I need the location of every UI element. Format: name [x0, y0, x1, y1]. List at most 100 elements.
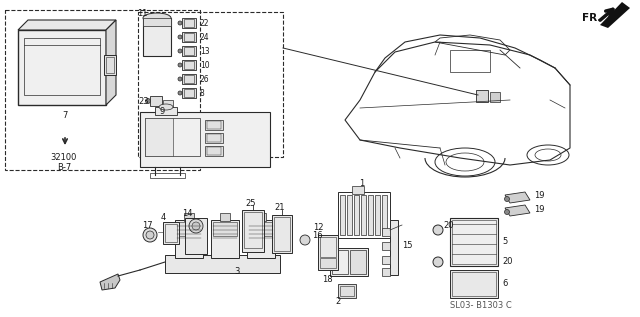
Text: 9: 9 — [159, 107, 164, 117]
Text: 20: 20 — [502, 257, 513, 267]
Text: 19: 19 — [534, 191, 545, 200]
Bar — [106, 57, 114, 73]
Ellipse shape — [189, 219, 203, 233]
Bar — [382, 256, 390, 264]
Bar — [338, 284, 356, 298]
Bar — [330, 248, 368, 276]
Bar — [450, 50, 490, 72]
Polygon shape — [600, 2, 630, 28]
Text: 8: 8 — [200, 88, 205, 98]
Text: 17: 17 — [142, 221, 152, 230]
Bar — [207, 121, 221, 129]
Bar — [184, 213, 194, 221]
Polygon shape — [505, 205, 530, 216]
Bar — [18, 30, 106, 105]
Text: 1: 1 — [360, 178, 365, 187]
Text: 21: 21 — [275, 204, 285, 212]
Bar — [163, 100, 173, 108]
Ellipse shape — [178, 35, 182, 39]
Bar — [354, 195, 359, 235]
Ellipse shape — [178, 49, 182, 53]
Bar — [452, 220, 496, 264]
Bar — [165, 224, 177, 242]
Polygon shape — [106, 20, 116, 105]
Bar — [182, 74, 196, 84]
Bar — [382, 228, 390, 236]
Bar — [211, 220, 239, 258]
Bar — [24, 38, 100, 95]
Text: 19: 19 — [534, 205, 545, 215]
Bar — [249, 222, 273, 236]
Text: 15: 15 — [402, 241, 413, 249]
Bar — [375, 195, 380, 235]
Bar — [247, 220, 275, 258]
Text: 11: 11 — [137, 9, 147, 17]
Polygon shape — [100, 274, 120, 290]
Bar — [5, 10, 200, 170]
Bar — [165, 255, 280, 273]
Bar — [347, 195, 352, 235]
Bar — [143, 18, 171, 26]
Bar — [256, 213, 266, 221]
Bar — [205, 146, 223, 156]
Bar — [450, 270, 498, 298]
Bar — [320, 258, 336, 268]
Bar — [318, 235, 338, 270]
Bar — [450, 218, 498, 266]
Bar — [150, 173, 185, 178]
Text: 23: 23 — [138, 96, 148, 106]
Text: 10: 10 — [200, 61, 210, 69]
Ellipse shape — [433, 225, 443, 235]
Bar — [340, 195, 345, 235]
Bar — [340, 286, 354, 296]
Text: 2: 2 — [335, 297, 340, 307]
Bar — [150, 96, 162, 106]
Bar — [490, 92, 500, 102]
Bar — [145, 118, 173, 156]
Text: 20: 20 — [443, 221, 454, 230]
Ellipse shape — [145, 99, 150, 103]
Bar — [184, 19, 194, 27]
Bar — [185, 218, 207, 254]
Bar — [182, 18, 196, 28]
Text: 22: 22 — [200, 18, 209, 28]
Bar — [352, 186, 364, 194]
Bar — [182, 32, 196, 42]
Text: 25: 25 — [246, 199, 256, 209]
Bar — [361, 195, 366, 235]
Bar — [184, 89, 194, 97]
Text: 3: 3 — [234, 268, 239, 276]
Text: 14: 14 — [182, 209, 192, 217]
Bar — [138, 12, 283, 157]
Bar — [390, 220, 398, 275]
Bar — [452, 272, 496, 296]
Bar — [104, 55, 116, 75]
Text: 5: 5 — [502, 237, 508, 247]
Bar — [184, 75, 194, 83]
Bar — [205, 120, 223, 130]
Bar — [205, 133, 223, 143]
Bar — [220, 213, 230, 221]
Text: 32100: 32100 — [50, 153, 76, 163]
Bar — [350, 250, 366, 274]
Text: B-7: B-7 — [57, 164, 71, 172]
Bar — [274, 217, 290, 251]
Bar — [272, 215, 292, 253]
Text: 7: 7 — [62, 111, 68, 120]
Bar — [207, 134, 221, 142]
Polygon shape — [505, 192, 530, 203]
Bar — [382, 195, 387, 235]
Bar — [213, 222, 237, 236]
Bar — [242, 210, 264, 252]
Ellipse shape — [178, 21, 182, 25]
Bar — [476, 90, 488, 102]
Text: 12: 12 — [313, 223, 323, 232]
Bar — [184, 47, 194, 55]
Text: 4: 4 — [161, 214, 166, 223]
Bar — [140, 112, 270, 167]
Ellipse shape — [192, 222, 200, 230]
Ellipse shape — [504, 197, 509, 202]
Text: SL03- B1303 C: SL03- B1303 C — [450, 301, 512, 309]
Polygon shape — [18, 20, 116, 30]
Ellipse shape — [433, 257, 443, 267]
